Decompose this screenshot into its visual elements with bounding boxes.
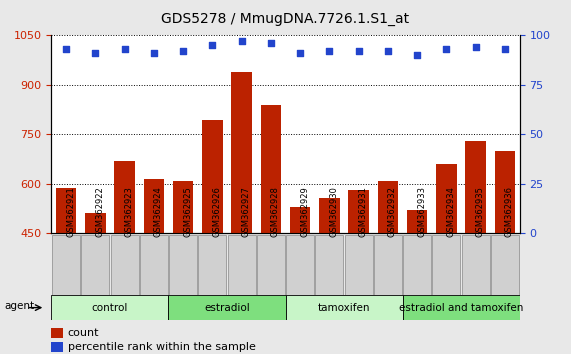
Point — [120, 46, 129, 52]
Text: GSM362934: GSM362934 — [447, 186, 456, 236]
Point — [296, 50, 305, 56]
Point — [266, 40, 275, 46]
FancyBboxPatch shape — [462, 235, 490, 295]
Point — [62, 46, 71, 52]
FancyBboxPatch shape — [257, 235, 285, 295]
Text: estradiol and tamoxifen: estradiol and tamoxifen — [399, 303, 523, 313]
Bar — [202, 120, 223, 233]
FancyBboxPatch shape — [81, 235, 109, 295]
Point — [471, 44, 480, 50]
Text: GSM362926: GSM362926 — [212, 186, 222, 236]
FancyBboxPatch shape — [432, 235, 460, 295]
Text: GSM362921: GSM362921 — [66, 186, 75, 236]
Bar — [56, 188, 77, 233]
Text: GSM362936: GSM362936 — [505, 185, 514, 236]
Point — [208, 42, 217, 48]
Text: GSM362932: GSM362932 — [388, 186, 397, 236]
Point — [442, 46, 451, 52]
Bar — [51, 342, 63, 353]
Bar — [319, 198, 340, 233]
Bar — [231, 72, 252, 233]
Text: estradiol: estradiol — [204, 303, 250, 313]
Point — [383, 48, 392, 54]
Text: GDS5278 / MmugDNA.7726.1.S1_at: GDS5278 / MmugDNA.7726.1.S1_at — [162, 12, 409, 27]
Bar — [465, 141, 486, 233]
FancyBboxPatch shape — [403, 295, 520, 320]
FancyBboxPatch shape — [403, 235, 431, 295]
Bar — [114, 160, 135, 233]
Point — [413, 52, 422, 58]
Text: GSM362935: GSM362935 — [476, 186, 485, 236]
Text: count: count — [68, 328, 99, 338]
Bar — [348, 190, 369, 233]
Text: GSM362927: GSM362927 — [242, 186, 251, 236]
Point — [179, 48, 188, 54]
Text: agent: agent — [4, 301, 34, 312]
Text: GSM362922: GSM362922 — [95, 186, 104, 236]
Text: GSM362933: GSM362933 — [417, 185, 426, 236]
Bar — [290, 207, 311, 233]
Text: GSM362923: GSM362923 — [124, 186, 134, 236]
Bar — [260, 104, 281, 233]
FancyBboxPatch shape — [52, 235, 80, 295]
Point — [237, 39, 246, 44]
Text: control: control — [92, 303, 128, 313]
Text: GSM362925: GSM362925 — [183, 186, 192, 236]
Text: GSM362931: GSM362931 — [359, 186, 368, 236]
Point — [91, 50, 100, 56]
FancyBboxPatch shape — [286, 235, 314, 295]
Text: percentile rank within the sample: percentile rank within the sample — [68, 342, 256, 352]
Bar — [494, 151, 515, 233]
Text: tamoxifen: tamoxifen — [318, 303, 370, 313]
FancyBboxPatch shape — [315, 235, 343, 295]
FancyBboxPatch shape — [198, 235, 226, 295]
FancyBboxPatch shape — [169, 235, 197, 295]
Bar — [173, 181, 194, 233]
Bar — [85, 213, 106, 233]
FancyBboxPatch shape — [345, 235, 373, 295]
Point — [354, 48, 363, 54]
Text: GSM362930: GSM362930 — [329, 186, 339, 236]
FancyBboxPatch shape — [491, 235, 519, 295]
FancyBboxPatch shape — [286, 295, 403, 320]
Text: GSM362924: GSM362924 — [154, 186, 163, 236]
FancyBboxPatch shape — [51, 295, 168, 320]
Bar — [51, 328, 63, 338]
Point — [500, 46, 509, 52]
Bar — [377, 181, 398, 233]
Bar — [143, 179, 164, 233]
Point — [149, 50, 158, 56]
FancyBboxPatch shape — [168, 295, 286, 320]
FancyBboxPatch shape — [228, 235, 256, 295]
FancyBboxPatch shape — [140, 235, 168, 295]
FancyBboxPatch shape — [111, 235, 139, 295]
Text: GSM362929: GSM362929 — [300, 186, 309, 236]
FancyBboxPatch shape — [374, 235, 402, 295]
Point — [325, 48, 334, 54]
Bar — [436, 164, 457, 233]
Text: GSM362928: GSM362928 — [271, 186, 280, 236]
Bar — [407, 210, 428, 233]
